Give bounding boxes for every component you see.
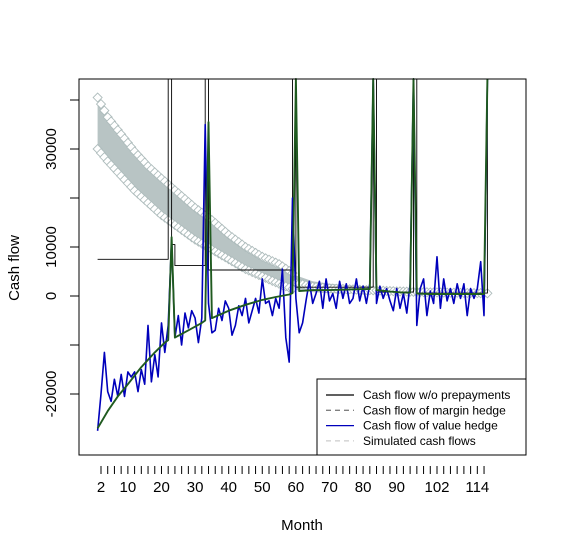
x-axis: 2 10 20 30 40 50 60 70 80 90 102 114: [97, 466, 489, 496]
y-tick-label: 0: [43, 292, 60, 300]
x-tick-label: 80: [355, 479, 372, 496]
simulated-marker: [99, 105, 110, 116]
legend-box: [316, 378, 527, 456]
x-tick-label: 70: [321, 479, 338, 496]
x-tick-label: 60: [288, 479, 305, 496]
legend-label: Cash flow of value hedge: [363, 419, 498, 433]
y-tick-label: -20000: [43, 371, 60, 418]
simulated-band-area: [97, 97, 488, 296]
plot-area-frame: [78, 78, 527, 456]
series-line-cash-flow-of-value-hedge: [96, 78, 489, 431]
legend-label: Cash flow w/o prepayments: [363, 388, 510, 402]
x-axis-label: Month: [281, 517, 323, 534]
simulated-marker: [95, 98, 107, 110]
y-axis-label: Cash flow: [6, 235, 23, 301]
x-tick-label: 2: [97, 479, 105, 496]
legend-label: Simulated cash flows: [363, 434, 476, 448]
x-tick-label: 20: [153, 479, 170, 496]
x-tick-label: 102: [424, 479, 449, 496]
legend-label: Cash flow of margin hedge: [363, 403, 506, 417]
x-tick-label: 114: [465, 479, 489, 496]
y-axis: -20000 0 10000 30000: [43, 99, 79, 418]
x-tick-label: 90: [388, 479, 405, 496]
y-tick-label: 10000: [43, 226, 60, 268]
simulated-marker: [92, 92, 103, 103]
x-tick-label: 40: [220, 479, 237, 496]
x-tick-label: 30: [187, 479, 204, 496]
series-line-cash-flow-of-margin-hedge: [96, 78, 489, 429]
x-tick-label: 10: [120, 479, 137, 496]
x-tick-label: 50: [254, 479, 271, 496]
y-tick-label: 30000: [43, 128, 60, 170]
series-layer: [96, 78, 489, 431]
